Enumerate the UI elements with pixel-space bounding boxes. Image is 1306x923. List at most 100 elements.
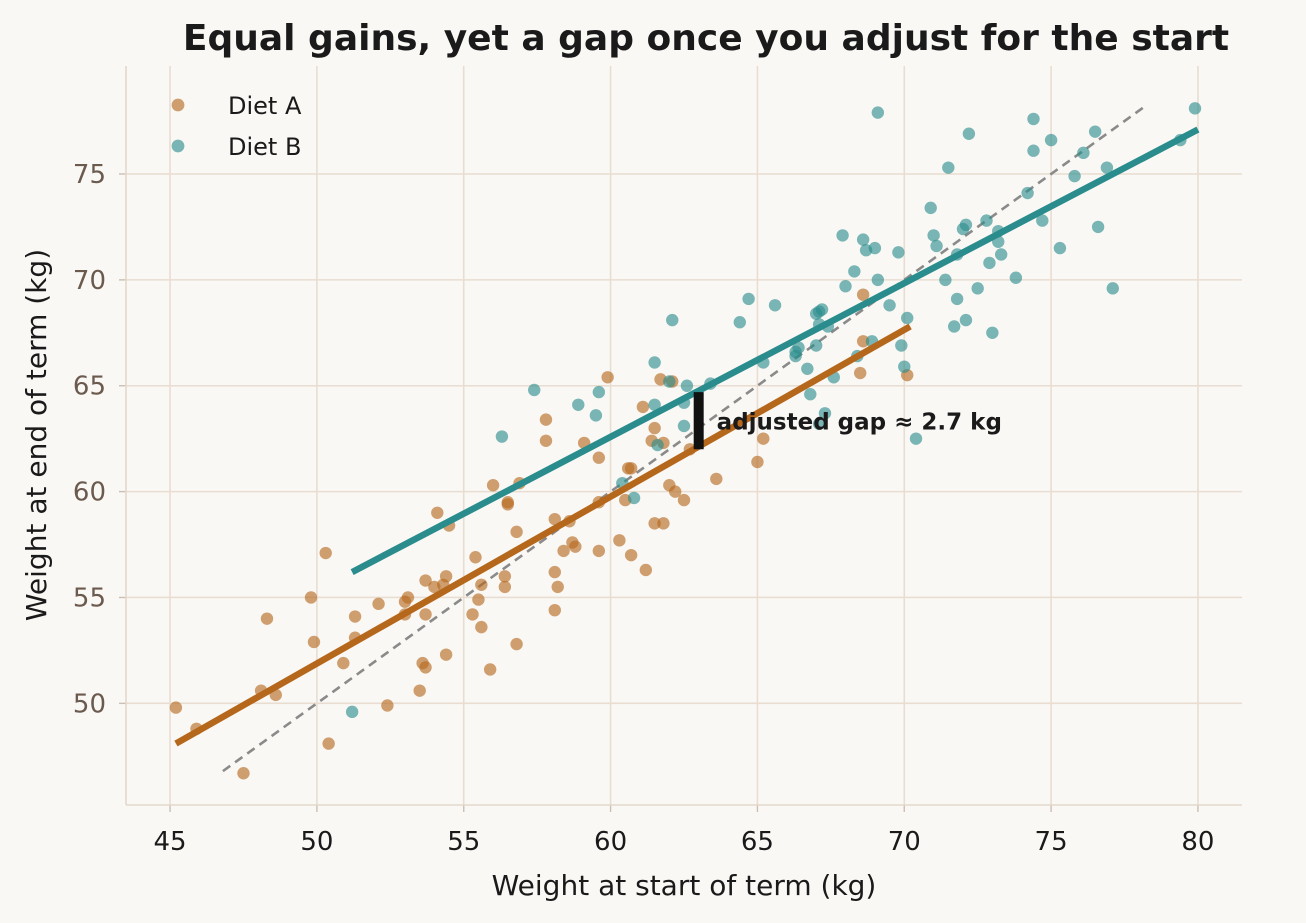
data-point xyxy=(557,544,570,558)
legend: Diet A Diet B xyxy=(171,92,302,161)
data-point xyxy=(1068,169,1081,183)
data-point xyxy=(636,400,650,414)
data-point xyxy=(733,316,746,329)
data-point xyxy=(439,648,453,661)
data-point xyxy=(1100,161,1114,174)
x-axis-label: Weight at start of term (kg) xyxy=(492,869,877,902)
legend-label: Diet A xyxy=(228,92,302,120)
data-point xyxy=(601,371,614,384)
data-point xyxy=(539,413,553,426)
data-point xyxy=(539,434,553,447)
data-point xyxy=(666,313,679,327)
data-point xyxy=(757,432,770,445)
data-point xyxy=(856,288,870,301)
data-point xyxy=(510,525,523,539)
data-point xyxy=(883,299,896,312)
data-point xyxy=(548,512,561,526)
data-point xyxy=(419,608,432,621)
x-tick-label: 75 xyxy=(1035,827,1068,857)
data-point xyxy=(1021,186,1034,200)
data-point xyxy=(475,578,488,591)
data-point xyxy=(815,303,829,316)
y-axis-label: Weight at end of term (kg) xyxy=(20,249,53,621)
data-point xyxy=(1091,220,1105,234)
data-point xyxy=(1009,271,1023,284)
data-point xyxy=(804,388,817,401)
data-point xyxy=(677,493,691,507)
x-tick-label: 60 xyxy=(594,827,627,857)
data-point xyxy=(801,362,814,375)
data-point xyxy=(413,684,426,697)
data-point xyxy=(627,491,641,505)
data-point xyxy=(648,356,661,369)
data-point xyxy=(469,551,482,564)
data-point xyxy=(401,591,415,604)
data-point xyxy=(1106,282,1119,295)
data-point xyxy=(898,360,911,373)
annotation-group: adjusted gap ≈ 2.7 kg xyxy=(693,392,1002,450)
data-point xyxy=(657,517,670,530)
data-point xyxy=(1027,112,1040,126)
data-point xyxy=(624,462,638,475)
data-point xyxy=(680,379,694,392)
data-point xyxy=(959,313,973,327)
legend-marker xyxy=(171,98,185,112)
data-point xyxy=(868,241,882,255)
data-point xyxy=(1053,241,1067,255)
data-point xyxy=(592,544,606,558)
data-point xyxy=(495,430,509,443)
x-tick-label: 55 xyxy=(447,827,480,857)
data-point xyxy=(924,201,937,215)
data-point xyxy=(648,398,661,411)
data-point xyxy=(260,612,274,625)
gap-annotation: adjusted gap ≈ 2.7 kg xyxy=(717,410,1002,436)
data-point xyxy=(836,229,849,242)
y-tick-label: 70 xyxy=(73,266,106,296)
data-point xyxy=(751,455,764,469)
y-tick-label: 75 xyxy=(73,160,106,190)
data-point xyxy=(927,229,940,242)
fit-lines-group xyxy=(174,126,1200,747)
data-point xyxy=(466,608,479,621)
x-tick-label: 50 xyxy=(300,827,333,857)
data-point xyxy=(1077,146,1090,160)
data-point xyxy=(528,383,541,397)
data-point xyxy=(856,335,870,348)
data-point xyxy=(892,246,905,259)
data-point xyxy=(639,563,653,577)
data-point xyxy=(812,417,826,431)
y-tick-label: 55 xyxy=(73,583,106,613)
data-point xyxy=(677,419,691,433)
grid xyxy=(126,66,1242,805)
data-point xyxy=(983,256,996,270)
data-point xyxy=(237,767,250,780)
data-point xyxy=(939,273,952,287)
data-point xyxy=(871,273,885,287)
data-point xyxy=(901,311,914,325)
data-point xyxy=(624,548,638,562)
data-point xyxy=(419,661,432,674)
data-point xyxy=(994,248,1008,261)
data-point xyxy=(663,375,676,388)
data-point xyxy=(307,635,321,649)
data-point xyxy=(348,610,362,623)
data-point xyxy=(431,506,444,519)
data-point xyxy=(962,127,976,140)
legend-marker xyxy=(171,139,185,153)
data-point xyxy=(909,432,923,445)
data-point xyxy=(322,737,335,750)
data-point xyxy=(950,292,964,306)
y-tick-label: 65 xyxy=(73,372,106,402)
data-point xyxy=(1036,214,1049,227)
data-point xyxy=(486,479,500,492)
data-point xyxy=(648,517,661,530)
chart-title: Equal gains, yet a gap once you adjust f… xyxy=(183,18,1229,59)
data-point xyxy=(501,496,514,509)
x-tick-label: 65 xyxy=(741,827,774,857)
data-point xyxy=(551,580,564,594)
x-tick-label: 45 xyxy=(154,827,187,857)
data-point xyxy=(792,341,805,354)
data-point xyxy=(809,339,823,352)
y-tick-label: 60 xyxy=(73,478,106,508)
